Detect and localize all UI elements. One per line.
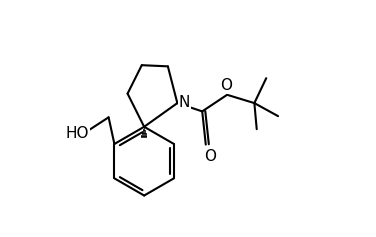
Text: O: O	[204, 149, 216, 164]
Text: HO: HO	[65, 126, 89, 141]
Text: O: O	[220, 78, 232, 93]
Text: N: N	[179, 95, 190, 110]
